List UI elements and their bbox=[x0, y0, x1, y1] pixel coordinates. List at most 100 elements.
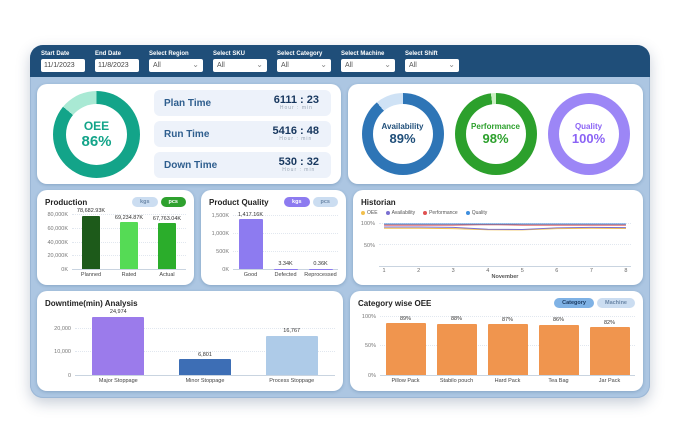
y-axis: 0% 50% 100% bbox=[358, 312, 380, 379]
end-date-input[interactable] bbox=[95, 58, 139, 72]
select-region-dropdown[interactable]: All ⌄ bbox=[149, 58, 203, 72]
legend-item-availability[interactable]: Availability bbox=[385, 210, 415, 216]
bar-actual[interactable]: 67,763.04K Actual bbox=[148, 211, 186, 280]
oee-label: OEE bbox=[83, 118, 110, 133]
filter-bar: Start DateEnd DateSelect RegionAll⌄Selec… bbox=[30, 45, 650, 77]
toggle-kgs[interactable]: kgs bbox=[284, 197, 310, 207]
bar bbox=[120, 222, 138, 269]
toggle-machine[interactable]: Machine bbox=[596, 298, 635, 308]
oee-dashboard: Start DateEnd DateSelect RegionAll⌄Selec… bbox=[30, 45, 650, 398]
bar-value-label: 1,417.16K bbox=[237, 211, 264, 218]
historian-line-chart: 50% 100% November 1 2 3 4 5 6 7 8 bbox=[361, 219, 635, 280]
y-axis-tick: 20,000 bbox=[54, 325, 71, 332]
bar bbox=[82, 215, 100, 269]
legend-item-quality[interactable]: Quality bbox=[465, 210, 488, 216]
bar-track: 87% bbox=[482, 312, 533, 376]
bar-stabilo-pouch[interactable]: 88% Stabilo pouch bbox=[431, 312, 482, 386]
bar-track: 82% bbox=[584, 312, 635, 376]
production-card: Production kgs pcs 0K 20,000K 40,000K 60,000… bbox=[37, 190, 194, 285]
bar-process-stoppage[interactable]: 16,767 Process Stoppage bbox=[248, 312, 336, 386]
select-machine-dropdown[interactable]: All ⌄ bbox=[341, 58, 395, 72]
start-date-input[interactable] bbox=[41, 58, 85, 72]
bar-pillow-pack[interactable]: 89% Pillow Pack bbox=[380, 312, 431, 386]
select-sku-dropdown[interactable]: All ⌄ bbox=[213, 58, 267, 72]
y-axis-tick: 0K bbox=[222, 267, 229, 273]
dropdown-selected-value: All bbox=[409, 61, 417, 69]
bar bbox=[92, 316, 145, 375]
x-axis-tick: 6 bbox=[555, 268, 559, 274]
toggle-kgs[interactable]: kgs bbox=[132, 197, 158, 207]
historian-x-axis-title: November bbox=[491, 274, 519, 280]
performance-label: Performance bbox=[471, 122, 520, 131]
chevron-down-icon: ⌄ bbox=[384, 60, 391, 69]
oee-donut-center: OEE 86% bbox=[66, 103, 127, 165]
category-view-toggles: Category Machine bbox=[554, 298, 635, 308]
y-axis: 0 10,000 20,000 bbox=[45, 312, 75, 379]
dropdown-selected-value: All bbox=[281, 61, 289, 69]
bar-reprocessed[interactable]: 0.36K Reprocessed bbox=[303, 211, 338, 280]
bar bbox=[238, 219, 263, 269]
toggle-category[interactable]: Category bbox=[554, 298, 594, 308]
select-shift-dropdown[interactable]: All ⌄ bbox=[405, 58, 459, 72]
bar-value-label: 88% bbox=[450, 316, 463, 323]
plan-time-label: Plan Time bbox=[164, 97, 212, 109]
bar-value-label: 78,682.93K bbox=[76, 208, 106, 215]
bar-tea-bag[interactable]: 86% Tea Bag bbox=[533, 312, 584, 386]
bar-defected[interactable]: 3.34K Defected bbox=[268, 211, 303, 280]
time-tiles: Plan Time 6111 : 23 Hour : min Run Time 5… bbox=[154, 90, 331, 178]
legend-label: Performance bbox=[429, 210, 458, 216]
y-axis-tick: 0K bbox=[61, 267, 68, 273]
toggle-pcs[interactable]: pcs bbox=[312, 197, 338, 207]
bar-hard-pack[interactable]: 87% Hard Pack bbox=[482, 312, 533, 386]
toggle-pcs[interactable]: pcs bbox=[160, 197, 186, 207]
downtime-analysis-card: Downtime(min) Analysis 0 10,000 20,000 24,9… bbox=[37, 291, 343, 391]
legend-dot bbox=[361, 211, 365, 215]
bar-good[interactable]: 1,417.16K Good bbox=[233, 211, 268, 280]
bar-major-stoppage[interactable]: 24,974 Major Stoppage bbox=[75, 309, 162, 386]
performance-donut-center: Performance 98% bbox=[465, 104, 526, 164]
run-time-label: Run Time bbox=[164, 128, 210, 140]
legend-label: Quality bbox=[471, 210, 488, 216]
quality-donut-chart[interactable]: Quality 100% bbox=[547, 93, 630, 175]
availability-value: 89% bbox=[389, 131, 416, 146]
plot-area: 89% Pillow Pack 88% Stabilo pouch 87% Hard Pa… bbox=[380, 312, 635, 386]
bar-jar-pack[interactable]: 82% Jar Pack bbox=[584, 312, 635, 386]
y-axis-tick: 80,000K bbox=[47, 212, 69, 219]
quality-unit-toggles: kgs pcs bbox=[284, 197, 338, 207]
downtime-bar-chart: 0 10,000 20,000 24,974 Major Stoppage 6,801 Mi… bbox=[45, 309, 336, 386]
bar-category-label: Process Stoppage bbox=[269, 378, 315, 384]
y-axis-tick: 20,000K bbox=[47, 253, 69, 260]
gridlines bbox=[75, 312, 335, 376]
bar-planned[interactable]: 78,682.93K Planned bbox=[72, 208, 110, 280]
bar-track: 88% bbox=[431, 312, 482, 376]
bar-value-label: 69,234.87K bbox=[114, 214, 144, 221]
gridline bbox=[380, 315, 635, 317]
down-time-unit: Hour : min bbox=[282, 167, 316, 174]
filter-label: Select Region bbox=[149, 50, 189, 57]
performance-donut-chart[interactable]: Performance 98% bbox=[454, 93, 537, 175]
legend-dot bbox=[423, 211, 428, 215]
filter-label: Select Machine bbox=[341, 50, 385, 57]
historian-plot[interactable]: November 1 2 3 4 5 6 7 8 bbox=[379, 219, 635, 280]
bar-rated[interactable]: 69,234.87K Rated bbox=[110, 211, 148, 280]
bar-minor-stoppage[interactable]: 6,801 Minor Stoppage bbox=[161, 312, 249, 386]
product-quality-title: Product Quality bbox=[209, 197, 269, 207]
legend-item-oee[interactable]: OEE bbox=[361, 210, 378, 216]
production-unit-toggles: kgs pcs bbox=[132, 197, 186, 207]
gridline bbox=[233, 251, 338, 253]
x-axis-tick: 8 bbox=[624, 268, 628, 274]
filter-end-date: End Date bbox=[95, 51, 139, 72]
plan-time-unit: Hour : min bbox=[279, 105, 313, 112]
bar-value-label: 82% bbox=[603, 319, 616, 326]
oee-donut-chart[interactable]: OEE 86% bbox=[53, 90, 140, 178]
bar-value-label: 86% bbox=[552, 317, 565, 324]
dropdown-selected-value: All bbox=[153, 61, 161, 69]
quality-label: Quality bbox=[574, 122, 603, 131]
bar-value-label: 3.34K bbox=[278, 261, 293, 268]
select-category-dropdown[interactable]: All ⌄ bbox=[277, 58, 331, 72]
kpi-donuts-card: Availability 89% Performance 98% Quality… bbox=[348, 84, 643, 184]
legend-item-performance[interactable]: Performance bbox=[423, 210, 458, 216]
bar-category-label: Good bbox=[243, 272, 258, 278]
availability-donut-chart[interactable]: Availability 89% bbox=[361, 93, 444, 175]
historian-x-axis: November 1 2 3 4 5 6 7 8 bbox=[379, 267, 631, 280]
